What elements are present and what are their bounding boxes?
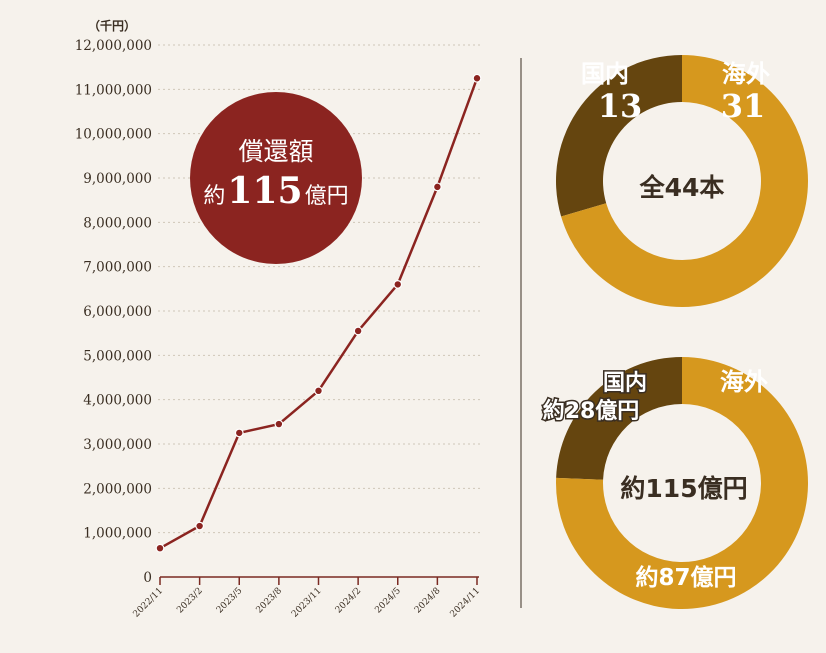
x-tick-labels: 2022/11 2023/2 2023/5 2023/8 2023/11 2024/2 20… [132,577,483,620]
donut-count: 全44本 国内 13 海外 31 [556,55,808,307]
donut-count-slices [556,55,808,307]
y-tick-label: 3,000,000 [83,437,152,453]
y-tick-label: 10,000,000 [75,127,152,143]
data-point [314,386,323,396]
badge-suffix: 億円 [305,184,349,209]
data-point [195,521,205,531]
badge-title: 償還額 [238,137,313,166]
donut-slice [556,357,682,480]
x-tick-label: 2023/2 [175,586,204,615]
x-tick-label: 2023/11 [290,586,324,620]
x-tick-label: 2024/11 [449,586,483,620]
donut-count-domestic-label: 国内 [581,60,629,88]
donut-count-center-label: 全44本 [639,173,725,202]
x-tick-label: 2024/5 [373,586,403,616]
donut-amount: 約115億円 国内 約28億円 海外 約87億円 [541,357,808,610]
badge-circle [190,92,362,264]
total-redemption-badge: 償還額 約115億円 [190,92,362,264]
data-point [155,543,165,553]
donut-amount-overseas-label: 海外 [720,368,768,396]
data-point [274,419,284,429]
y-tick-labels: 0 1,000,000 2,000,000 3,000,000 4,000,000 5,0… [75,38,152,586]
donut-count-overseas-value: 31 [721,87,766,125]
y-tick-label: 4,000,000 [83,393,152,409]
donut-count-domestic-value: 13 [598,87,643,125]
data-point [472,73,482,83]
y-tick-label: 8,000,000 [83,215,152,231]
y-tick-label: 2,000,000 [83,481,152,497]
badge-number: 115 [227,170,302,212]
y-tick-label: 1,000,000 [83,526,152,542]
data-point [353,326,363,336]
y-tick-label: 9,000,000 [83,171,152,187]
data-point [234,428,244,438]
y-tick-label: 5,000,000 [83,348,152,364]
donut-amount-domestic-value: 約28億円 [543,398,640,424]
donut-slice [556,357,808,610]
donut-amount-overseas-value: 約87億円 [635,564,736,591]
data-point [432,182,442,192]
x-tick-label: 2024/8 [413,586,443,616]
badge-prefix: 約 [203,184,225,209]
y-tick-label: 0 [143,570,152,586]
badge-amount: 約115億円 [203,170,348,212]
x-tick-label: 2023/8 [255,586,285,616]
y-tick-label: 12,000,000 [75,38,152,54]
x-tick-label: 2024/2 [334,586,363,615]
data-points [155,73,482,553]
donut-amount-domestic-label: 国内 [603,371,647,396]
y-tick-label: 7,000,000 [83,260,152,276]
data-point [393,280,403,289]
donut-amount-slices [556,357,808,610]
x-tick-label: 2023/5 [215,586,245,616]
donut-slice [556,55,682,217]
line-chart: （千円） 0 1,000,000 2,000,000 3,000,000 4,000,0… [75,18,482,620]
donut-count-overseas-label: 海外 [722,60,770,88]
y-tick-label: 6,000,000 [83,304,152,320]
donut-slice [561,55,808,307]
y-tick-label: 11,000,000 [75,82,152,98]
x-tick-label: 2022/11 [132,586,166,620]
donut-amount-center-label: 約115億円 [620,474,747,503]
y-unit-label: （千円） [88,18,136,33]
